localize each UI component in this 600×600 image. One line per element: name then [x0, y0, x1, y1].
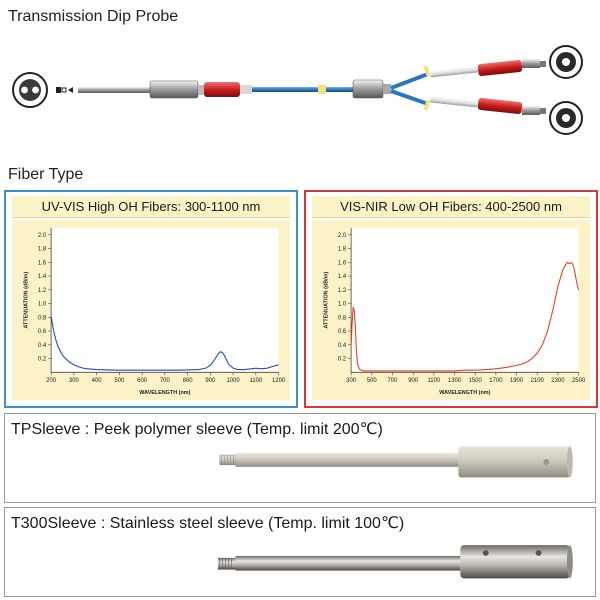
x-axis-title: WAVELENGTH (nm)	[139, 390, 190, 396]
x-tick-label: 1700	[489, 378, 503, 384]
y-tick-label: 1.8	[38, 247, 47, 253]
uv-vis-chart-title: UV-VIS High OH Fibers: 300-1100 nm	[12, 196, 290, 218]
stainless-sleeve-illustration	[217, 545, 573, 579]
x-tick-label: 400	[92, 378, 103, 384]
fiber-type-heading: Fiber Type	[8, 166, 84, 183]
x-tick-label: 1200	[272, 378, 286, 384]
x-tick-label: 600	[137, 378, 148, 384]
x-tick-label: 1300	[448, 378, 462, 384]
x-tick-label: 900	[205, 378, 216, 384]
probe-upper-branch	[390, 59, 546, 90]
x-tick-label: 500	[367, 378, 378, 384]
t300-sleeve-panel: T300Sleeve : Stainless steel sleeve (Tem…	[4, 507, 596, 597]
y-tick-label: 0.6	[338, 329, 347, 335]
x-tick-label: 200	[46, 378, 57, 384]
y-tick-label: 0.6	[38, 329, 47, 335]
x-tick-label: 1100	[249, 378, 262, 384]
y-tick-label: 1.2	[38, 288, 46, 294]
uv-vis-chart-panel: UV-VIS High OH Fibers: 300-1100 nm 0.2 0.…	[4, 190, 298, 408]
y-tick-label: 0.2	[338, 357, 346, 363]
probe-splitter	[352, 79, 391, 99]
probe-heading: Transmission Dip Probe	[8, 8, 179, 25]
x-tick-label: 700	[160, 378, 171, 384]
probe-lower-branch	[390, 89, 546, 115]
y-axis-title: ATTENUATION (dB/m)	[23, 272, 29, 329]
y-axis-title: ATTENUATION (dB/m)	[323, 272, 329, 329]
y-tick-label: 1.2	[338, 288, 346, 294]
plot-area	[51, 227, 279, 373]
y-tick-label: 0.8	[38, 315, 47, 321]
vis-nir-chart-title: VIS-NIR Low OH Fibers: 400-2500 nm	[312, 196, 590, 218]
x-tick-label: 800	[183, 378, 194, 384]
plot-area	[351, 227, 579, 373]
x-tick-label: 1000	[226, 378, 240, 384]
y-tick-label: 1.8	[338, 247, 347, 253]
y-tick-label: 2.0	[338, 233, 347, 239]
attenuation-series-line	[350, 261, 580, 372]
t300-sleeve-title: T300Sleeve : Stainless steel sleeve (Tem…	[11, 515, 405, 532]
peek-sleeve-illustration	[219, 446, 573, 478]
y-tick-label: 1.4	[338, 274, 347, 280]
vis-nir-chart-panel: VIS-NIR Low OH Fibers: 400-2500 nm 0.2 0.…	[304, 190, 598, 408]
x-tick-label: 1900	[510, 378, 524, 384]
probe-illustration	[12, 45, 583, 135]
y-tick-label: 1.0	[338, 302, 347, 308]
y-tick-label: 0.8	[338, 315, 347, 321]
y-tick-label: 0.2	[38, 357, 46, 363]
x-tick-label: 2500	[572, 378, 586, 384]
connector-end-face-icon-top	[549, 45, 583, 79]
x-tick-label: 1500	[469, 378, 483, 384]
x-tick-label: 1100	[427, 378, 440, 384]
probe-end-face-icon	[12, 72, 48, 108]
x-tick-label: 2300	[551, 378, 565, 384]
tp-sleeve-title: TPSleeve : Peek polymer sleeve (Temp. li…	[11, 421, 383, 438]
x-tick-label: 300	[69, 378, 80, 384]
x-tick-label: 300	[346, 378, 357, 384]
probe-tip-arrow-icon	[56, 87, 73, 93]
vis-nir-attenuation-chart: 0.2 0.4 0.6 0.8 1.0 1.2 1.4 1.6 1.8 2.0 300 500 700 9…	[323, 227, 586, 396]
probe-shaft	[78, 80, 354, 99]
y-tick-label: 0.4	[338, 343, 347, 349]
x-tick-label: 700	[388, 378, 399, 384]
x-tick-label: 2100	[531, 378, 545, 384]
tp-sleeve-panel: TPSleeve : Peek polymer sleeve (Temp. li…	[4, 413, 596, 503]
x-axis-title: WAVELENGTH (nm)	[439, 390, 490, 396]
x-tick-label: 900	[408, 378, 419, 384]
y-tick-label: 1.6	[38, 260, 47, 266]
x-tick-label: 500	[114, 378, 125, 384]
y-tick-label: 0.4	[38, 343, 47, 349]
y-tick-label: 1.4	[38, 274, 47, 280]
y-tick-label: 2.0	[38, 233, 47, 239]
uv-vis-attenuation-chart: 0.2 0.4 0.6 0.8 1.0 1.2 1.4 1.6 1.8 2.0 200 300 400 5…	[23, 227, 286, 396]
attenuation-series-line	[50, 315, 279, 371]
connector-end-face-icon-bottom	[549, 101, 583, 135]
y-tick-label: 1.6	[338, 260, 347, 266]
y-tick-label: 1.0	[38, 302, 47, 308]
